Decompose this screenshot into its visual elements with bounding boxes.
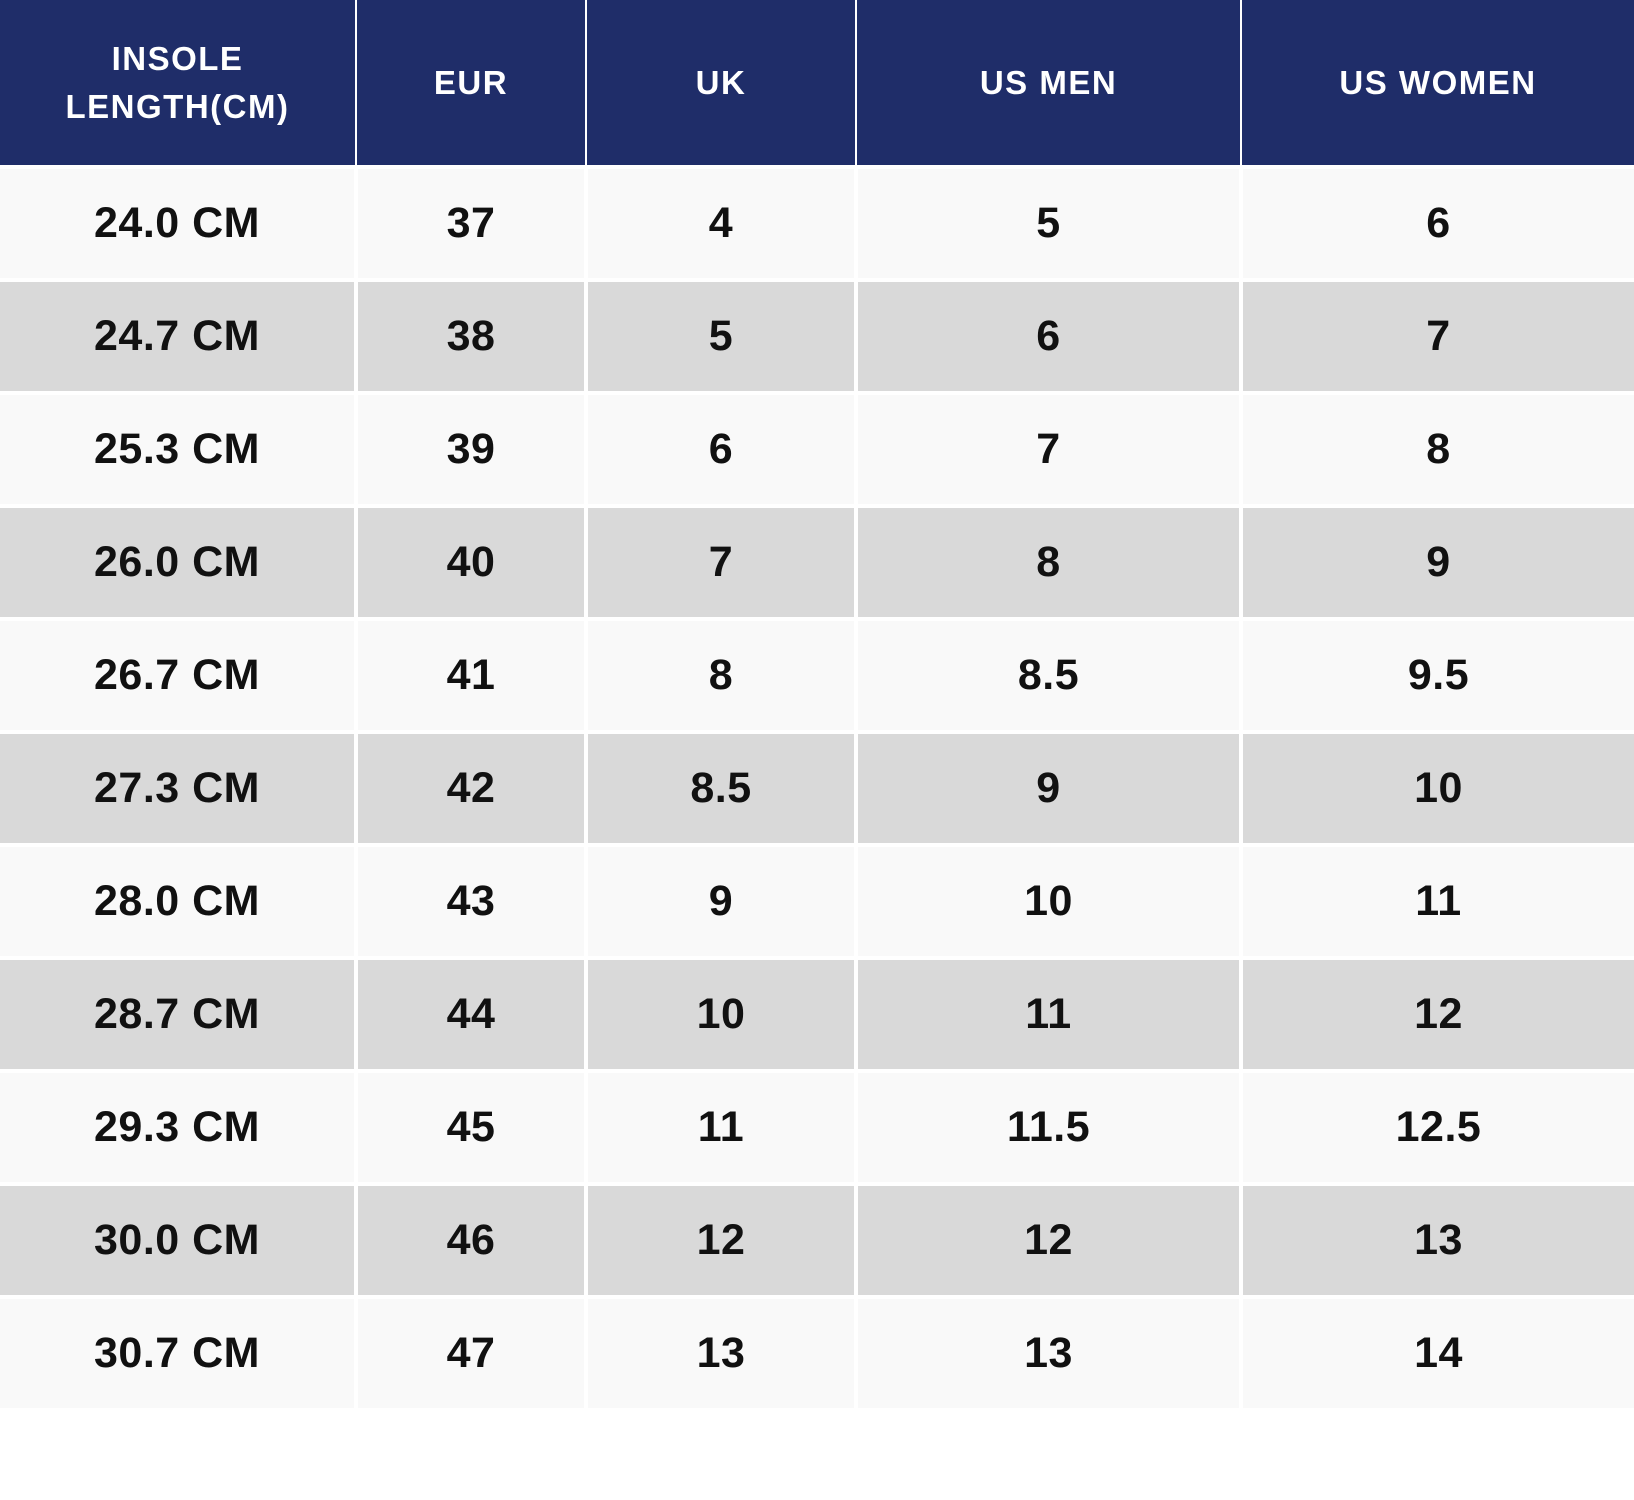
cell-uk: 8.5 [586, 732, 858, 847]
cell-insole-length: 28.0 CM [0, 845, 358, 960]
cell-eur: 40 [356, 506, 588, 621]
column-header-eur: EUR [356, 0, 587, 169]
header-row: INSOLE LENGTH(CM) EUR UK US MEN US WOMEN [0, 0, 1634, 169]
cell-uk: 6 [586, 393, 858, 508]
cell-us-women: 10 [1241, 732, 1634, 847]
column-header-insole-length: INSOLE LENGTH(CM) [0, 0, 357, 169]
cell-eur: 38 [356, 280, 588, 395]
cell-us-men: 13 [856, 1297, 1243, 1408]
table-row: 30.7 CM 47 13 13 14 [0, 1297, 1634, 1408]
table-row: 24.0 CM 37 4 5 6 [0, 167, 1634, 282]
cell-insole-length: 29.3 CM [0, 1071, 358, 1186]
cell-eur: 37 [356, 167, 588, 282]
table-row: 25.3 CM 39 6 7 8 [0, 393, 1634, 508]
table-row: 24.7 CM 38 5 6 7 [0, 280, 1634, 395]
cell-us-women: 8 [1241, 393, 1634, 508]
cell-insole-length: 26.0 CM [0, 506, 358, 621]
cell-insole-length: 30.7 CM [0, 1297, 358, 1408]
cell-us-women: 12.5 [1241, 1071, 1634, 1186]
cell-us-women: 11 [1241, 845, 1634, 960]
cell-uk: 11 [586, 1071, 858, 1186]
cell-uk: 12 [586, 1184, 858, 1299]
cell-us-men: 6 [856, 280, 1243, 395]
cell-us-women: 7 [1241, 280, 1634, 395]
cell-us-women: 14 [1241, 1297, 1634, 1408]
cell-us-women: 9 [1241, 506, 1634, 621]
cell-eur: 44 [356, 958, 588, 1073]
cell-eur: 47 [356, 1297, 588, 1408]
table-row: 28.7 CM 44 10 11 12 [0, 958, 1634, 1073]
cell-us-men: 12 [856, 1184, 1243, 1299]
table-row: 28.0 CM 43 9 10 11 [0, 845, 1634, 960]
table-row: 26.7 CM 41 8 8.5 9.5 [0, 619, 1634, 734]
cell-insole-length: 25.3 CM [0, 393, 358, 508]
cell-insole-length: 24.0 CM [0, 167, 358, 282]
cell-uk: 9 [586, 845, 858, 960]
cell-uk: 4 [586, 167, 858, 282]
cell-us-men: 8 [856, 506, 1243, 621]
column-header-uk: UK [586, 0, 857, 169]
table-body: 24.0 CM 37 4 5 6 24.7 CM 38 5 6 7 25.3 C… [0, 167, 1634, 1408]
cell-us-men: 7 [856, 393, 1243, 508]
cell-insole-length: 26.7 CM [0, 619, 358, 734]
size-chart-table: INSOLE LENGTH(CM) EUR UK US MEN US WOMEN… [0, 0, 1634, 1408]
cell-us-men: 5 [856, 167, 1243, 282]
cell-us-women: 9.5 [1241, 619, 1634, 734]
cell-eur: 42 [356, 732, 588, 847]
cell-eur: 39 [356, 393, 588, 508]
table-header: INSOLE LENGTH(CM) EUR UK US MEN US WOMEN [0, 0, 1634, 169]
cell-uk: 8 [586, 619, 858, 734]
cell-eur: 46 [356, 1184, 588, 1299]
cell-uk: 7 [586, 506, 858, 621]
table-row: 29.3 CM 45 11 11.5 12.5 [0, 1071, 1634, 1186]
cell-eur: 45 [356, 1071, 588, 1186]
cell-us-men: 9 [856, 732, 1243, 847]
cell-insole-length: 24.7 CM [0, 280, 358, 395]
size-chart: INSOLE LENGTH(CM) EUR UK US MEN US WOMEN… [0, 0, 1634, 1408]
column-header-us-women: US WOMEN [1241, 0, 1634, 169]
cell-uk: 13 [586, 1297, 858, 1408]
cell-uk: 10 [586, 958, 858, 1073]
cell-us-women: 6 [1241, 167, 1634, 282]
cell-eur: 43 [356, 845, 588, 960]
table-row: 30.0 CM 46 12 12 13 [0, 1184, 1634, 1299]
cell-us-women: 13 [1241, 1184, 1634, 1299]
cell-us-men: 10 [856, 845, 1243, 960]
cell-insole-length: 28.7 CM [0, 958, 358, 1073]
table-row: 27.3 CM 42 8.5 9 10 [0, 732, 1634, 847]
column-header-us-men: US MEN [856, 0, 1242, 169]
cell-eur: 41 [356, 619, 588, 734]
cell-us-women: 12 [1241, 958, 1634, 1073]
cell-us-men: 11.5 [856, 1071, 1243, 1186]
cell-uk: 5 [586, 280, 858, 395]
cell-us-men: 8.5 [856, 619, 1243, 734]
cell-insole-length: 27.3 CM [0, 732, 358, 847]
cell-insole-length: 30.0 CM [0, 1184, 358, 1299]
cell-us-men: 11 [856, 958, 1243, 1073]
table-row: 26.0 CM 40 7 8 9 [0, 506, 1634, 621]
